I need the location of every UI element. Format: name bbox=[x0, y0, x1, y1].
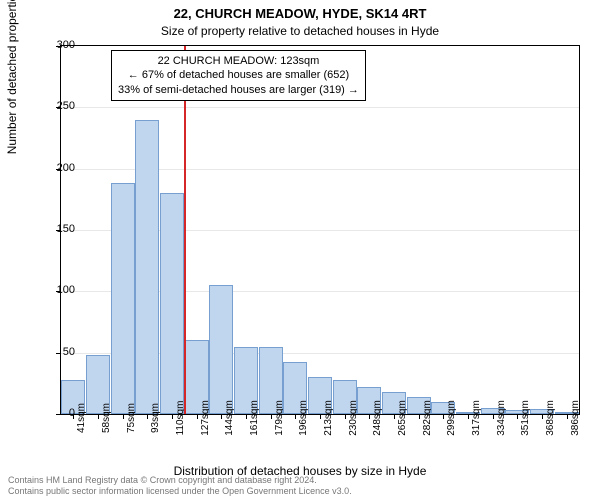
x-tick-mark bbox=[443, 414, 444, 419]
y-tick-label: 100 bbox=[35, 284, 75, 296]
y-tick-label: 150 bbox=[35, 223, 75, 235]
x-tick-mark bbox=[123, 414, 124, 419]
info-box: 22 CHURCH MEADOW: 123sqm← 67% of detache… bbox=[111, 50, 366, 101]
x-tick-label: 317sqm bbox=[471, 400, 482, 436]
reference-line bbox=[184, 46, 186, 414]
plot-area: 41sqm58sqm75sqm93sqm110sqm127sqm144sqm16… bbox=[60, 45, 580, 415]
histogram-bar bbox=[209, 285, 233, 414]
histogram-bar bbox=[111, 183, 135, 414]
x-tick-label: 299sqm bbox=[446, 400, 457, 436]
info-box-line: ← 67% of detached houses are smaller (65… bbox=[118, 68, 359, 82]
x-tick-mark bbox=[147, 414, 148, 419]
x-tick-label: 386sqm bbox=[570, 400, 581, 436]
footer-line1: Contains HM Land Registry data © Crown c… bbox=[8, 475, 352, 485]
footer-attribution: Contains HM Land Registry data © Crown c… bbox=[8, 475, 352, 496]
histogram-bar bbox=[135, 120, 159, 414]
info-box-line: 22 CHURCH MEADOW: 123sqm bbox=[118, 54, 359, 68]
x-tick-mark bbox=[567, 414, 568, 419]
x-tick-mark bbox=[172, 414, 173, 419]
x-tick-mark bbox=[295, 414, 296, 419]
grid-line bbox=[61, 107, 579, 108]
footer-line2: Contains public sector information licen… bbox=[8, 486, 352, 496]
x-tick-mark bbox=[493, 414, 494, 419]
chart-title-main: 22, CHURCH MEADOW, HYDE, SK14 4RT bbox=[0, 6, 600, 21]
x-tick-mark bbox=[468, 414, 469, 419]
x-tick-mark bbox=[394, 414, 395, 419]
x-tick-mark bbox=[419, 414, 420, 419]
y-tick-label: 200 bbox=[35, 162, 75, 174]
info-box-line: 33% of semi-detached houses are larger (… bbox=[118, 83, 359, 97]
x-tick-mark bbox=[197, 414, 198, 419]
y-tick-label: 250 bbox=[35, 100, 75, 112]
x-tick-mark bbox=[98, 414, 99, 419]
x-tick-label: 334sqm bbox=[496, 400, 507, 436]
x-tick-mark bbox=[345, 414, 346, 419]
x-tick-mark bbox=[246, 414, 247, 419]
x-tick-mark bbox=[517, 414, 518, 419]
x-tick-label: 351sqm bbox=[520, 400, 531, 436]
chart-container: 22, CHURCH MEADOW, HYDE, SK14 4RT Size o… bbox=[0, 0, 600, 500]
x-tick-mark bbox=[320, 414, 321, 419]
chart-title-sub: Size of property relative to detached ho… bbox=[0, 24, 600, 38]
x-tick-mark bbox=[369, 414, 370, 419]
y-tick-label: 50 bbox=[35, 346, 75, 358]
histogram-bar bbox=[160, 193, 184, 414]
x-tick-mark bbox=[542, 414, 543, 419]
y-axis-label: Number of detached properties bbox=[5, 0, 19, 154]
x-tick-mark bbox=[271, 414, 272, 419]
x-tick-label: 368sqm bbox=[545, 400, 556, 436]
y-tick-label: 300 bbox=[35, 39, 75, 51]
y-tick-label: 0 bbox=[35, 407, 75, 419]
x-tick-mark bbox=[221, 414, 222, 419]
